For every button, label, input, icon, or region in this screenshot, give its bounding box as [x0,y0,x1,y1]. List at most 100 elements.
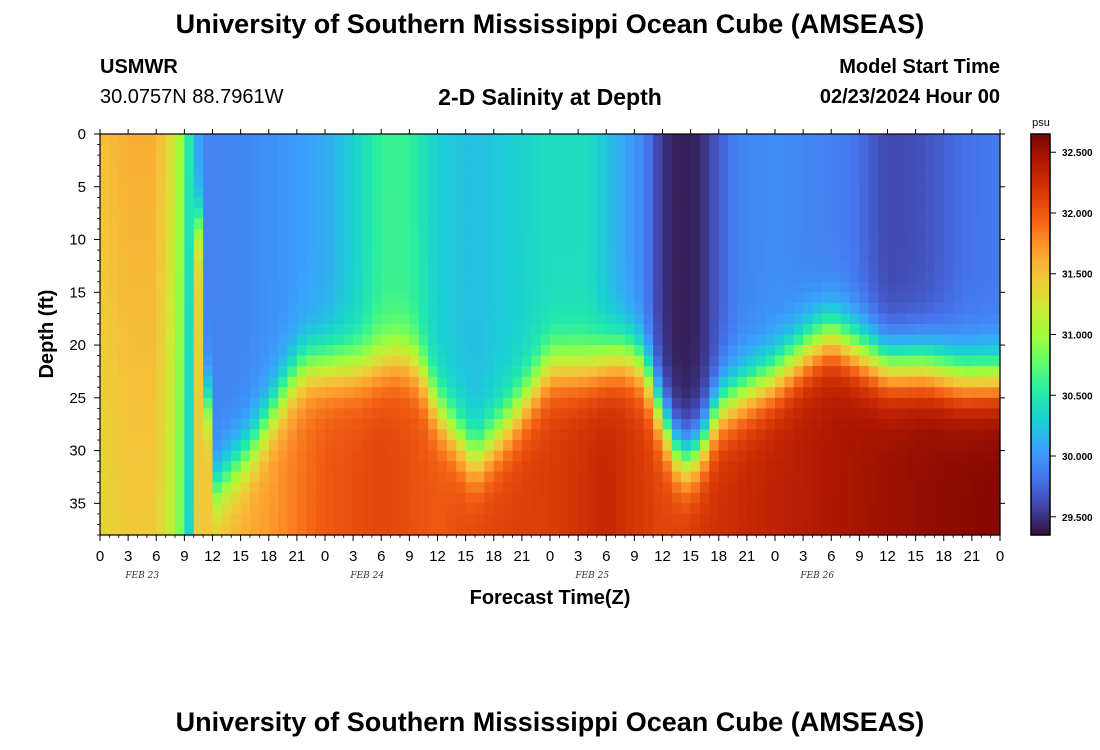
heatmap-cell [128,176,139,188]
heatmap-cell [887,366,898,378]
heatmap-cell [568,376,579,388]
heatmap-cell [409,429,420,441]
heatmap-cell [493,450,504,462]
heatmap-cell [737,176,748,188]
heatmap-cell [915,408,926,420]
heatmap-cell [193,144,204,156]
heatmap-cell [746,355,757,367]
heatmap-cell [793,218,804,230]
heatmap-cell [156,513,167,526]
heatmap-cell [653,186,664,198]
heatmap-cell [221,239,232,251]
heatmap-cell [381,313,392,325]
heatmap-cell [109,271,120,283]
heatmap-cell [934,197,945,209]
heatmap-cell [746,513,757,526]
heatmap-cell [512,482,523,494]
heatmap-cell [531,450,542,462]
heatmap-cell [662,524,673,536]
heatmap-cell [821,228,832,241]
heatmap-cell [840,313,851,325]
heatmap-cell [118,144,129,156]
heatmap-cell [250,134,260,146]
heatmap-cell [175,376,185,388]
heatmap-cell [484,429,495,441]
heatmap-cell [203,228,214,241]
heatmap-cell [381,228,392,241]
heatmap-cell [118,260,129,272]
heatmap-cell [325,260,335,272]
heatmap-cell [746,397,757,409]
heatmap-cell [962,345,973,357]
heatmap-cell [362,408,373,420]
heatmap-cell [896,471,907,483]
heatmap-cell [437,461,448,473]
heatmap-cell [559,176,570,188]
heatmap-cell [128,418,139,431]
heatmap-cell [165,134,176,146]
heatmap-cell [990,461,1001,473]
heatmap-cell [231,260,242,272]
heatmap-cell [662,271,673,283]
heatmap-cell [746,239,757,251]
heatmap-cell [746,503,757,515]
heatmap-cell [971,250,982,262]
heatmap-cell [409,271,420,283]
heatmap-cell [784,408,795,420]
heatmap-cell [390,250,401,262]
heatmap-cell [362,302,373,314]
heatmap-cell [559,313,570,325]
heatmap-cell [878,397,889,409]
heatmap-cell [109,144,120,156]
heatmap-cell [118,524,129,536]
heatmap-cell [887,503,898,515]
heatmap-cell [325,313,335,325]
heatmap-cell [990,387,1001,399]
heatmap-cell [109,461,120,473]
heatmap-cell [606,429,617,441]
heatmap-cell [615,155,626,167]
heatmap-cell [681,134,692,146]
heatmap-cell [559,134,570,146]
heatmap-cell [878,218,889,230]
heatmap-cell [437,471,448,483]
heatmap-cell [803,271,814,283]
heatmap-cell [990,228,1001,241]
heatmap-cell [343,197,354,209]
heatmap-cell [728,281,739,293]
heatmap-cell [437,418,448,431]
heatmap-cell [550,387,560,399]
heatmap-cell [568,313,579,325]
heatmap-cell [100,271,110,283]
heatmap-cell [578,292,589,304]
heatmap-cell [203,239,214,251]
heatmap-cell [559,271,570,283]
heatmap-cell [287,165,298,177]
heatmap-cell [128,461,139,473]
heatmap-cell [212,366,223,378]
heatmap-cell [484,260,495,272]
heatmap-cell [934,513,945,526]
heatmap-cell [287,207,298,220]
heatmap-cell [268,334,279,346]
heatmap-cell [390,228,401,241]
heatmap-cell [915,387,926,399]
heatmap-cell [615,492,626,504]
heatmap-cell [315,503,326,515]
heatmap-cell [446,313,457,325]
heatmap-cell [681,345,692,357]
heatmap-cell [146,186,157,198]
heatmap-cell [953,260,964,272]
heatmap-cell [306,165,317,177]
heatmap-cell [793,418,804,431]
heatmap-cell [840,302,851,314]
heatmap-cell [512,218,523,230]
heatmap-cell [578,482,589,494]
heatmap-cell [718,165,729,177]
heatmap-cell [671,250,682,262]
heatmap-cell [568,302,579,314]
heatmap-cell [193,492,204,504]
heatmap-cell [662,281,673,293]
heatmap-cell [540,144,551,156]
heatmap-cell [568,207,579,220]
